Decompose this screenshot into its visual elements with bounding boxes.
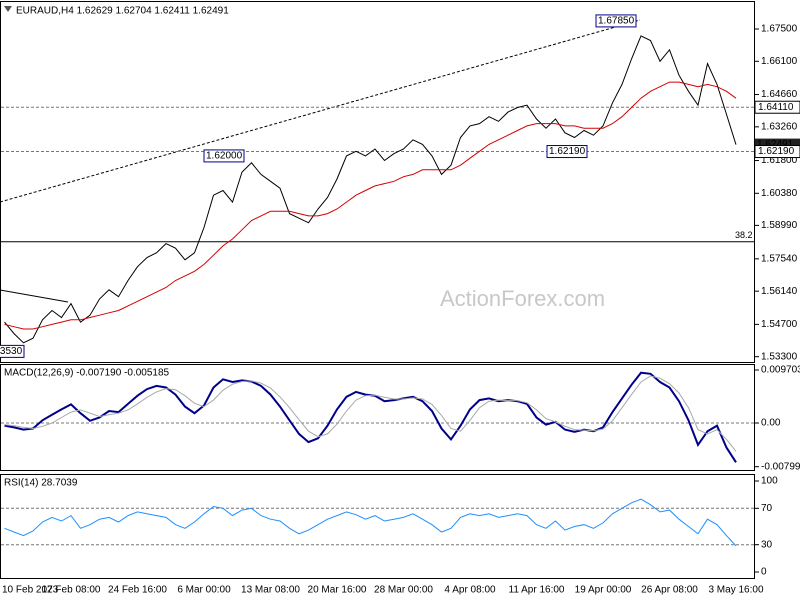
x-tick-label: 24 Feb 16:00 <box>108 585 167 596</box>
y-tick-label: 0 <box>761 567 767 578</box>
level-label: 1.62190 <box>758 146 795 157</box>
rsi-panel <box>0 474 755 579</box>
macd-panel <box>0 364 755 471</box>
y-tick-label: 100 <box>761 476 778 487</box>
panel-title: EURAUD,H4 1.62629 1.62704 1.62411 1.6249… <box>16 6 229 17</box>
last-price-label: 1.62491 <box>757 139 794 150</box>
y-tick-label: 0.009703 <box>761 365 800 376</box>
dropdown-icon <box>4 6 12 12</box>
annotation-label: 1.53530 <box>0 346 23 357</box>
y-tick-label: 1.67500 <box>761 24 798 35</box>
trend-line <box>0 289 69 303</box>
annotation-box <box>595 14 637 28</box>
panel-title: RSI(14) 28.7039 <box>4 478 78 489</box>
y-tick-label: 1.58990 <box>761 220 798 231</box>
level-box <box>754 145 800 159</box>
x-tick-label: 28 Mar 00:00 <box>374 585 433 596</box>
annotation-box <box>546 145 588 159</box>
price-panel <box>0 1 755 363</box>
annotation-box <box>203 149 245 163</box>
series-line <box>4 81 737 330</box>
series-line <box>4 375 737 452</box>
annotation-label: 1.67850 <box>598 16 635 27</box>
y-tick-label: 1.66100 <box>761 56 798 67</box>
y-tick-label: -0.007994 <box>761 461 800 472</box>
x-tick-label: 19 Apr 00:00 <box>575 585 632 596</box>
trend-line <box>0 19 641 203</box>
series-line <box>4 498 737 547</box>
x-tick-label: 6 Mar 00:00 <box>177 585 231 596</box>
level-label: 1.64110 <box>758 102 794 113</box>
x-tick-label: 3 May 16:00 <box>708 585 763 596</box>
x-tick-label: 13 Mar 08:00 <box>241 585 300 596</box>
annotation-label: 1.62000 <box>206 151 243 162</box>
y-tick-label: 1.57540 <box>761 253 798 264</box>
y-tick-label: 1.60380 <box>761 188 798 199</box>
y-tick-label: 1.61800 <box>761 155 798 166</box>
x-tick-label: 17 Feb 08:00 <box>42 585 101 596</box>
x-tick-label: 20 Mar 16:00 <box>308 585 367 596</box>
annotation-label: 1.62190 <box>549 146 586 157</box>
y-tick-label: 30 <box>761 539 773 550</box>
panel-title: MACD(12,26,9) -0.007190 -0.005185 <box>4 368 170 379</box>
y-tick-label: 70 <box>761 503 773 514</box>
level-box <box>754 100 800 114</box>
x-tick-label: 10 Feb 2023 <box>2 585 59 596</box>
x-tick-label: 4 Apr 08:00 <box>444 585 496 596</box>
y-tick-label: 1.64660 <box>761 89 798 100</box>
fib-label: 38.2 <box>735 230 753 240</box>
x-tick-label: 26 Apr 08:00 <box>641 585 698 596</box>
y-tick-label: 1.56140 <box>761 286 798 297</box>
y-tick-label: 1.53300 <box>761 351 798 362</box>
x-tick-label: 11 Apr 16:00 <box>509 585 565 596</box>
y-tick-label: 1.63260 <box>761 121 798 132</box>
y-tick-label: 0.00 <box>761 418 781 429</box>
y-tick-label: 1.54700 <box>761 319 798 330</box>
series-line <box>4 35 737 344</box>
annotation-box <box>0 344 25 358</box>
watermark: ActionForex.com <box>440 286 605 311</box>
